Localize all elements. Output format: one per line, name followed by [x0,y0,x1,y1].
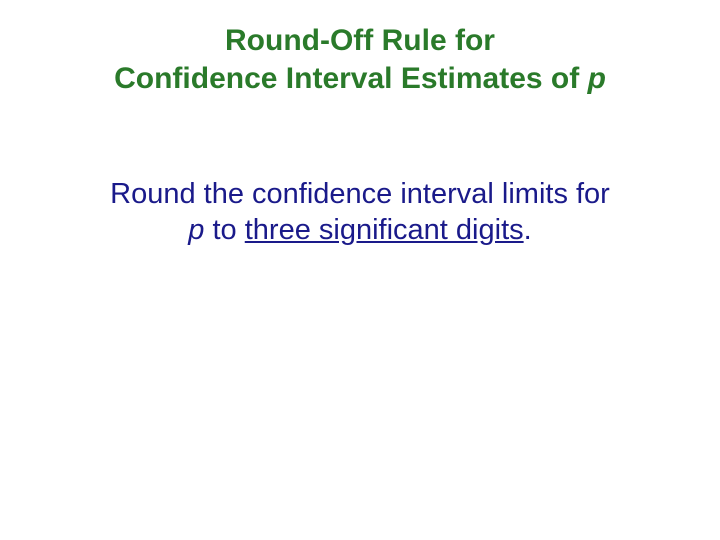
body-period: . [524,214,532,246]
title-line1: Round-Off Rule for [225,24,495,57]
body-line1: Round the confidence interval limits for [110,178,610,210]
body-line2-to: to [204,214,244,246]
body-p-variable: p [188,214,204,246]
title-p-variable: p [588,62,606,95]
title-line2-text: Confidence Interval Estimates of [114,62,587,95]
slide-title: Round-Off Rule for Confidence Interval E… [0,22,720,97]
slide-body: Round the confidence interval limits for… [42,176,678,249]
slide: Round-Off Rule for Confidence Interval E… [0,0,720,540]
body-underlined: three significant digits [245,214,524,246]
